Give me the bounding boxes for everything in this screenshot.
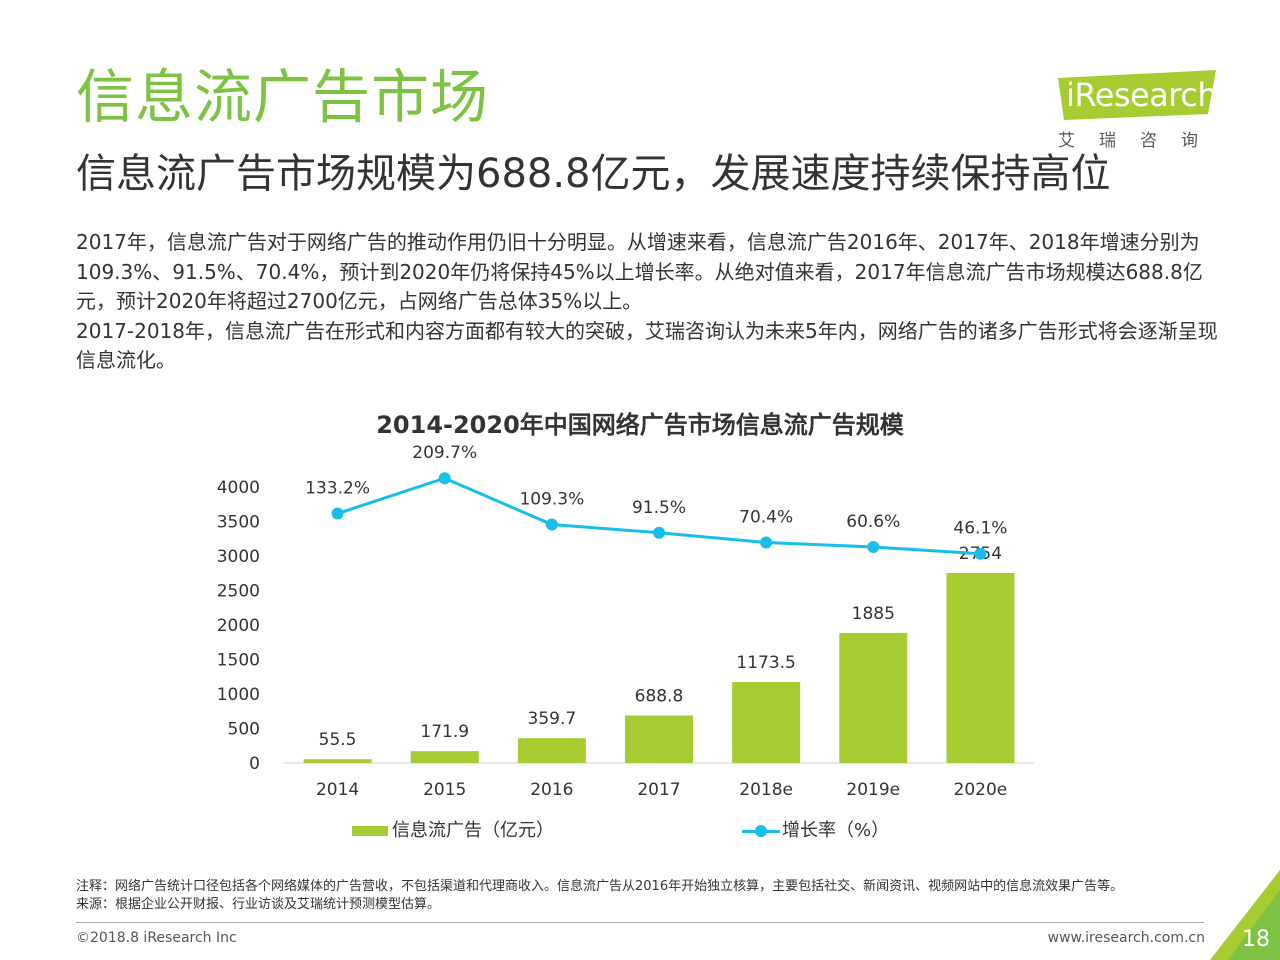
x-tick-label: 2016: [530, 780, 573, 800]
x-tick-label: 2019e: [846, 780, 900, 800]
y-tick-label: 3000: [217, 547, 260, 567]
x-tick-label: 2015: [423, 780, 466, 800]
note-text: 注释：网络广告统计口径包括各个网络媒体的广告营收，不包括渠道和代理商收入。信息流…: [76, 879, 1124, 894]
growth-point: [867, 541, 880, 554]
growth-point: [653, 526, 665, 539]
legend-line-label: 增长率（%）: [782, 820, 890, 841]
growth-label: 109.3%: [519, 490, 584, 510]
legend-item-bar: 信息流广告（亿元）: [352, 816, 554, 842]
page-number: 18: [1242, 927, 1270, 952]
website-url: www.iresearch.com.cn: [1047, 930, 1205, 946]
bar: [410, 751, 479, 763]
bar: [946, 572, 1015, 763]
y-tick-label: 3500: [217, 513, 260, 533]
y-tick-label: 1500: [217, 651, 260, 671]
legend-item-line: 增长率（%）: [742, 816, 889, 842]
x-tick-label: 2020e: [954, 780, 1008, 800]
bar-value-label: 171.9: [420, 722, 469, 742]
legend-bar-label: 信息流广告（亿元）: [392, 820, 554, 841]
bar: [839, 632, 908, 763]
growth-label: 133.2%: [305, 479, 370, 499]
bar-value-label: 1885: [852, 604, 895, 624]
bar: [517, 738, 586, 763]
logo-text: iResearch: [1066, 76, 1218, 114]
growth-label: 70.4%: [739, 508, 793, 528]
bar-value-label: 55.5: [319, 730, 357, 750]
bar-value-label: 688.8: [635, 686, 684, 706]
notes: 注释：网络广告统计口径包括各个网络媒体的广告营收，不包括渠道和代理商收入。信息流…: [76, 878, 1123, 914]
legend-bar-swatch: [352, 826, 388, 836]
y-tick-label: 2500: [217, 582, 260, 602]
bar: [625, 715, 693, 763]
iresearch-logo: iResearch 艾瑞咨询: [1056, 70, 1222, 151]
legend-line-swatch: [742, 825, 780, 837]
body-paragraph-1: 2017年，信息流广告对于网络广告的推动作用仍旧十分明显。从增速来看，信息流广告…: [76, 230, 1203, 313]
bar-value-label: 359.7: [528, 709, 577, 729]
chart-title: 2014-2020年中国网络广告市场信息流广告规模: [376, 411, 904, 439]
bar: [732, 682, 801, 763]
growth-point: [545, 518, 558, 531]
body-paragraph-2: 2017-2018年，信息流广告在形式和内容方面都有较大的突破，艾瑞咨询认为未来…: [76, 318, 1218, 373]
y-tick-label: 500: [228, 720, 260, 740]
y-tick-label: 2000: [217, 616, 260, 636]
copyright: ©2018.8 iResearch Inc: [76, 930, 237, 946]
growth-point: [760, 536, 773, 549]
growth-point: [974, 547, 987, 560]
growth-label: 91.5%: [632, 498, 686, 518]
logo-badge: [1058, 70, 1216, 120]
source-text: 来源：根据企业公开财报、行业访谈及艾瑞统计预测模型估算。: [76, 897, 441, 912]
growth-label: 46.1%: [953, 519, 1007, 539]
footer-divider: [76, 922, 1204, 923]
growth-point: [331, 507, 344, 520]
page-subtitle: 信息流广告市场规模为688.8亿元，发展速度持续保持高位: [76, 151, 1111, 197]
body-text: 2017年，信息流广告对于网络广告的推动作用仍旧十分明显。从增速来看，信息流广告…: [76, 228, 1226, 376]
growth-label: 209.7%: [412, 443, 477, 463]
growth-point: [438, 472, 451, 485]
y-tick-label: 4000: [217, 478, 260, 498]
bar: [303, 759, 372, 763]
x-tick-label: 2014: [316, 780, 359, 800]
y-tick-label: 0: [249, 754, 260, 774]
y-tick-label: 1000: [217, 685, 260, 705]
growth-label: 60.6%: [846, 512, 900, 532]
page-title: 信息流广告市场: [76, 63, 490, 131]
x-tick-label: 2017: [637, 780, 680, 800]
bar-value-label: 1173.5: [736, 653, 795, 673]
x-tick-label: 2018e: [739, 780, 793, 800]
corner-decoration: [1210, 870, 1280, 960]
logo-text-cn: 艾瑞咨询: [1058, 131, 1222, 151]
